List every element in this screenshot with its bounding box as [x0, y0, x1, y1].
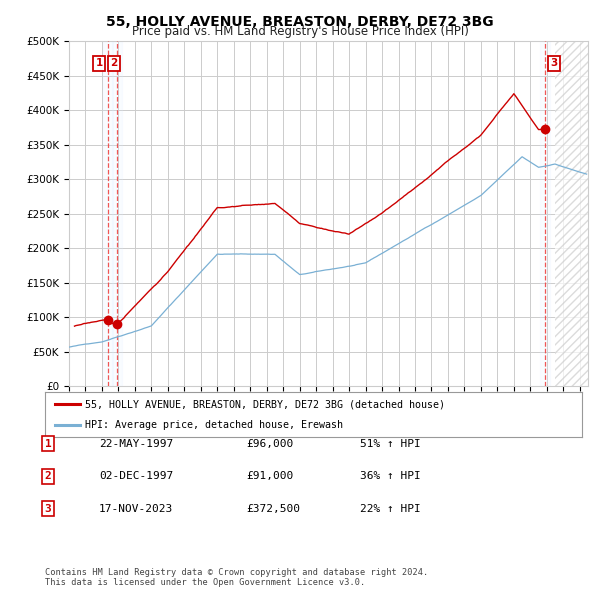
Text: 2: 2	[110, 58, 118, 68]
Text: 1: 1	[44, 439, 52, 448]
Text: 1: 1	[95, 58, 103, 68]
Text: 51% ↑ HPI: 51% ↑ HPI	[360, 439, 421, 448]
Text: £372,500: £372,500	[246, 504, 300, 513]
Text: 36% ↑ HPI: 36% ↑ HPI	[360, 471, 421, 481]
Text: £91,000: £91,000	[246, 471, 293, 481]
Text: 2: 2	[44, 471, 52, 481]
Text: 3: 3	[44, 504, 52, 513]
Text: 22-MAY-1997: 22-MAY-1997	[99, 439, 173, 448]
Bar	[540, 41, 550, 386]
Text: 55, HOLLY AVENUE, BREASTON, DERBY, DE72 3BG (detached house): 55, HOLLY AVENUE, BREASTON, DERBY, DE72 …	[85, 399, 445, 409]
Text: Contains HM Land Registry data © Crown copyright and database right 2024.
This d: Contains HM Land Registry data © Crown c…	[45, 568, 428, 587]
Text: 17-NOV-2023: 17-NOV-2023	[99, 504, 173, 513]
Text: HPI: Average price, detached house, Erewash: HPI: Average price, detached house, Erew…	[85, 419, 343, 430]
Text: Price paid vs. HM Land Registry's House Price Index (HPI): Price paid vs. HM Land Registry's House …	[131, 25, 469, 38]
Bar	[103, 41, 113, 386]
Text: 02-DEC-1997: 02-DEC-1997	[99, 471, 173, 481]
Text: 22% ↑ HPI: 22% ↑ HPI	[360, 504, 421, 513]
Text: £96,000: £96,000	[246, 439, 293, 448]
Text: 3: 3	[550, 58, 557, 68]
Text: 55, HOLLY AVENUE, BREASTON, DERBY, DE72 3BG: 55, HOLLY AVENUE, BREASTON, DERBY, DE72 …	[106, 15, 494, 29]
Bar	[112, 41, 122, 386]
